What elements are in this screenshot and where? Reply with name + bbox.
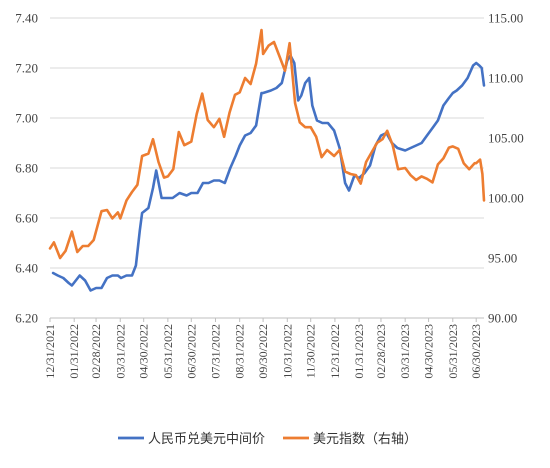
y-right-tick-label: 95.00 (488, 251, 517, 266)
x-tick-label: 03/31/2023 (398, 324, 412, 379)
y-right-tick-label: 90.00 (488, 311, 517, 326)
x-tick-label: 08/31/2022 (233, 324, 247, 379)
series-line-2 (48, 28, 486, 260)
y-right-tick-label: 105.00 (488, 131, 524, 146)
y-left-tick-label: 6.40 (15, 261, 38, 276)
x-tick-label: 06/30/2022 (184, 324, 198, 379)
x-tick-label: 07/31/2022 (208, 324, 222, 379)
x-tick-label: 04/30/2023 (422, 324, 436, 379)
x-tick-label: 01/31/2022 (67, 324, 81, 379)
legend-label-2: 美元指数（右轴） (313, 432, 417, 447)
y-left-tick-label: 6.60 (15, 211, 38, 226)
x-tick-label: 02/28/2023 (374, 324, 388, 379)
gridlines (50, 17, 484, 319)
x-tick-label: 05/31/2022 (161, 324, 175, 379)
x-tick-label: 12/31/2022 (328, 324, 342, 379)
x-tick-label: 02/28/2022 (89, 324, 103, 379)
series-line-1 (51, 54, 486, 292)
y-right-tick-label: 100.00 (488, 191, 524, 206)
x-axis: 12/31/2021 01/31/2022 02/28/2022 03/31/2022… (43, 317, 484, 379)
legend: 人民币兑美元中间价 美元指数（右轴） (118, 432, 417, 447)
x-tick-label: 09/30/2022 (256, 324, 270, 379)
legend-label-1: 人民币兑美元中间价 (148, 432, 265, 447)
x-tick-label: 03/31/2022 (113, 324, 127, 379)
x-tick-label: 11/30/2022 (304, 324, 318, 378)
x-tick-label: 06/30/2023 (469, 324, 483, 379)
y-left-tick-label: 6.20 (15, 311, 38, 326)
x-tick-label: 01/31/2023 (352, 324, 366, 379)
y-right-tick-label: 115.00 (488, 11, 523, 26)
y-left-tick-label: 6.80 (15, 161, 38, 176)
x-tick-label: 10/31/2022 (280, 324, 294, 379)
x-tick-label: 04/30/2022 (137, 324, 151, 379)
y-left-tick-label: 7.40 (15, 11, 38, 26)
x-tick-label: 05/31/2023 (446, 324, 460, 379)
series-lines (48, 28, 486, 292)
y-left-tick-label: 7.20 (15, 61, 38, 76)
left-axis: 6.20 6.40 6.60 6.80 7.00 7.20 7.40 (15, 11, 38, 326)
y-right-tick-label: 110.00 (488, 71, 523, 86)
y-left-tick-label: 7.00 (15, 111, 38, 126)
right-axis: 90.00 95.00 100.00 105.00 110.00 115.00 (488, 11, 524, 326)
x-tick-label: 12/31/2021 (43, 324, 57, 379)
